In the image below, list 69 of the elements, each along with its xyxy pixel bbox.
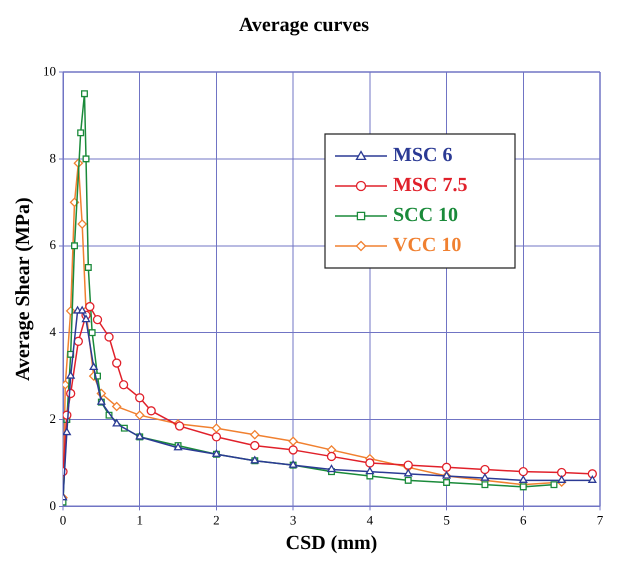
y-tick-label: 2 — [50, 410, 56, 426]
point — [520, 483, 527, 490]
point — [78, 219, 87, 229]
point — [146, 406, 156, 416]
point — [66, 371, 75, 379]
point — [84, 264, 92, 271]
y-tick-label: 10 — [43, 63, 56, 78]
point — [288, 445, 298, 455]
x-tick-label: 5 — [443, 512, 450, 528]
point — [481, 481, 488, 488]
legend-label: SCC 10 — [393, 204, 458, 226]
x-tick-label: 4 — [366, 512, 374, 528]
point — [82, 314, 90, 322]
point — [71, 242, 78, 250]
x-tick-label: 2 — [213, 512, 220, 528]
point — [326, 452, 336, 462]
point — [558, 476, 566, 483]
point — [112, 419, 121, 427]
point — [404, 469, 412, 476]
point — [480, 474, 490, 481]
point — [288, 436, 298, 446]
x-tick-label: 7 — [596, 512, 604, 528]
point — [212, 424, 222, 433]
point — [135, 410, 144, 420]
point — [112, 358, 122, 368]
point — [518, 467, 528, 476]
point — [82, 155, 90, 162]
chart-title: Average curves — [238, 14, 370, 36]
y-tick-label: 4 — [50, 324, 56, 340]
point — [92, 314, 102, 324]
point — [480, 464, 490, 474]
point — [443, 479, 450, 486]
point — [550, 481, 558, 488]
point — [74, 336, 83, 346]
legend-label: MSC 7.5 — [393, 174, 468, 196]
x-tick-label: 0 — [60, 512, 66, 528]
y-tick-label: 0 — [50, 498, 56, 513]
point — [588, 476, 596, 483]
point — [519, 476, 528, 483]
point — [78, 306, 86, 314]
legend-label: MSC 6 — [393, 144, 452, 166]
point — [88, 329, 96, 336]
point — [212, 432, 222, 442]
point — [327, 464, 336, 472]
point — [404, 460, 413, 470]
point — [81, 90, 88, 98]
x-tick-label: 6 — [520, 512, 528, 528]
point — [365, 458, 375, 468]
point — [556, 468, 566, 478]
point — [588, 469, 597, 478]
point — [250, 430, 260, 440]
point — [135, 393, 144, 402]
y-tick-label: 8 — [50, 150, 56, 166]
point — [250, 440, 260, 450]
point — [442, 462, 452, 472]
point — [85, 302, 94, 312]
point — [366, 467, 374, 474]
point — [77, 129, 84, 136]
x-axis-title: CSD (mm) — [286, 532, 378, 554]
point — [112, 402, 122, 412]
y-axis-title: Average Shear (MPa) — [12, 197, 34, 382]
point — [404, 476, 412, 484]
y-tick-label: 6 — [50, 237, 56, 252]
legend-label: VCC 10 — [393, 234, 462, 256]
x-tick-label: 1 — [136, 512, 143, 528]
x-tick-label: 3 — [290, 512, 296, 528]
point — [118, 380, 128, 390]
point — [90, 362, 98, 370]
point — [104, 332, 114, 342]
